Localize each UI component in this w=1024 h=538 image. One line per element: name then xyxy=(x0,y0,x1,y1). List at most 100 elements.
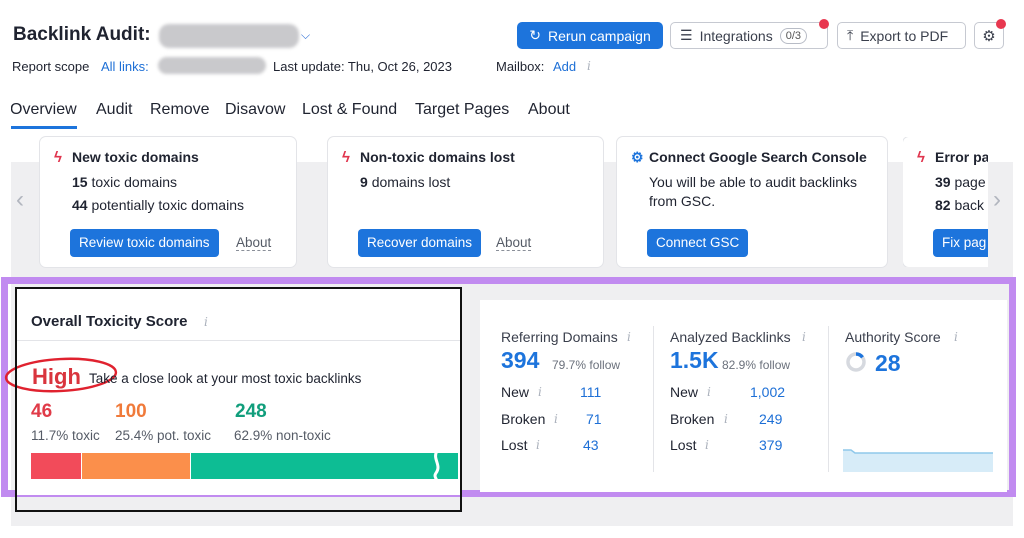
scope-domain-redacted xyxy=(158,57,266,74)
about-link[interactable]: About xyxy=(496,235,532,251)
authority-trend-chart xyxy=(843,449,993,472)
card-connect-gsc: ⚙ Connect Google Search Console You will… xyxy=(617,137,887,267)
notification-dot xyxy=(819,19,829,29)
toxic-segment xyxy=(31,453,81,479)
non-toxic-pct: 62.9% non-toxic xyxy=(234,428,331,443)
analyzed-follow: 82.9% follow xyxy=(722,358,791,372)
carousel-next-arrow[interactable]: › xyxy=(993,186,1001,213)
card-num: 15 xyxy=(72,174,88,190)
tab-disavow[interactable]: Disavow xyxy=(225,101,286,118)
report-scope-link[interactable]: All links: xyxy=(101,59,149,74)
card-text: toxic domains xyxy=(91,174,178,190)
card-num: 9 xyxy=(360,174,368,190)
card-title: Connect Google Search Console xyxy=(649,149,867,165)
analyzed-backlinks-title: Analyzed Backlinks xyxy=(670,329,791,345)
mailbox-add-link[interactable]: Add xyxy=(553,59,577,74)
info-icon[interactable]: i xyxy=(554,412,558,426)
info-icon[interactable]: i xyxy=(536,438,540,452)
chevron-down-icon[interactable]: ⌵ xyxy=(301,28,311,42)
bar-break-mark xyxy=(433,450,440,483)
last-update: Last update: Thu, Oct 26, 2023 xyxy=(273,59,452,74)
referring-follow: 79.7% follow xyxy=(552,358,621,372)
analyzed-lost-value[interactable]: 379 xyxy=(759,437,783,453)
analyzed-new-value[interactable]: 1,002 xyxy=(750,384,786,400)
referring-broken-label: Broken xyxy=(501,411,546,427)
gear-icon: ⚙ xyxy=(631,149,644,165)
card-text: page xyxy=(954,174,986,190)
carousel-prev-arrow[interactable]: ‹ xyxy=(16,186,24,213)
toxic-pct: 11.7% toxic xyxy=(31,428,100,443)
non-toxic-count: 248 xyxy=(235,401,267,422)
rerun-label: Rerun campaign xyxy=(548,27,651,44)
info-icon[interactable]: i xyxy=(705,438,709,452)
list-plus-icon: ☰ xyxy=(680,27,693,43)
report-scope-label: Report scope xyxy=(12,59,90,74)
upload-icon: ⤒ xyxy=(847,27,854,43)
export-label: Export to PDF xyxy=(860,27,949,44)
analyzed-broken-value[interactable]: 249 xyxy=(759,411,783,427)
analyzed-new-label: New xyxy=(670,384,699,400)
authority-score-value: 28 xyxy=(875,350,901,376)
black-outline-box xyxy=(15,287,462,512)
pot-toxic-count: 100 xyxy=(115,401,147,422)
info-icon[interactable]: i xyxy=(204,315,208,329)
referring-lost-label: Lost xyxy=(501,437,528,453)
card-title: Error pa xyxy=(935,149,988,165)
tab-audit[interactable]: Audit xyxy=(96,101,133,118)
card-text: potentially toxic domains xyxy=(91,197,244,213)
tab-about[interactable]: About xyxy=(528,101,570,118)
project-name-redacted[interactable] xyxy=(159,24,299,48)
analyzed-lost-label: Lost xyxy=(670,437,697,453)
connect-gsc-button[interactable]: Connect GSC xyxy=(647,229,749,257)
fix-pages-button[interactable]: Fix pag xyxy=(933,229,988,257)
card-error-pages: ϟ Error pa 39 page 82 back Fix pag xyxy=(903,137,988,267)
referring-new-value[interactable]: 111 xyxy=(580,384,602,400)
card-title: Non-toxic domains lost xyxy=(360,149,515,165)
toxicity-title: Overall Toxicity Score xyxy=(31,313,188,330)
page-title: Backlink Audit: xyxy=(13,24,151,45)
referring-domains-value[interactable]: 394 xyxy=(501,347,540,373)
review-toxic-domains-button[interactable]: Review toxic domains xyxy=(70,229,219,257)
card-num: 39 xyxy=(935,174,951,190)
analyzed-backlinks-value[interactable]: 1.5K xyxy=(670,347,719,373)
info-icon[interactable]: i xyxy=(802,330,806,344)
settings-notification-dot xyxy=(996,19,1006,29)
card-text: from GSC. xyxy=(649,193,716,209)
recover-domains-button[interactable]: Recover domains xyxy=(358,229,482,257)
refresh-icon: ↻ xyxy=(529,27,541,43)
about-link[interactable]: About xyxy=(236,235,272,251)
tab-lost-found[interactable]: Lost & Found xyxy=(302,101,398,118)
card-text: domains lost xyxy=(371,174,451,190)
red-circle-annotation xyxy=(4,357,118,393)
tab-overview[interactable]: Overview xyxy=(11,101,77,129)
card-new-toxic-domains: ϟ New toxic domains 15 toxic domains 44 … xyxy=(40,137,296,267)
tab-remove[interactable]: Remove xyxy=(150,101,210,118)
info-icon[interactable]: i xyxy=(627,330,631,344)
gear-icon: ⚙ xyxy=(982,27,996,45)
tab-target-pages[interactable]: Target Pages xyxy=(415,101,510,118)
toxicity-message: Take a close look at your most toxic bac… xyxy=(89,371,362,386)
referring-domains-title: Referring Domains xyxy=(501,329,618,345)
referring-lost-value[interactable]: 43 xyxy=(583,437,599,453)
info-icon[interactable]: i xyxy=(707,385,711,399)
rerun-campaign-button[interactable]: ↻ Rerun campaign xyxy=(517,22,663,49)
info-icon[interactable]: i xyxy=(538,385,542,399)
export-pdf-button[interactable]: ⤒ Export to PDF xyxy=(837,22,966,49)
info-icon[interactable]: i xyxy=(587,59,591,73)
pot-toxic-segment xyxy=(80,453,190,479)
highlight-box xyxy=(1,277,1016,497)
bolt-icon: ϟ xyxy=(342,149,350,166)
card-clip: ϟ Error pa 39 page 82 back Fix pag xyxy=(903,137,988,267)
referring-broken-value[interactable]: 71 xyxy=(586,411,602,427)
referring-new-label: New xyxy=(501,384,530,400)
mailbox-label: Mailbox: xyxy=(496,59,545,74)
bolt-icon: ϟ xyxy=(54,149,62,166)
integrations-label: Integrations xyxy=(699,27,773,44)
authority-score-title: Authority Score xyxy=(845,329,941,345)
non-toxic-segment xyxy=(189,453,458,479)
info-icon[interactable]: i xyxy=(954,330,958,344)
info-icon[interactable]: i xyxy=(724,412,728,426)
divider xyxy=(17,340,460,341)
divider xyxy=(828,326,829,472)
integrations-button[interactable]: ☰ Integrations 0/3 xyxy=(670,22,828,49)
